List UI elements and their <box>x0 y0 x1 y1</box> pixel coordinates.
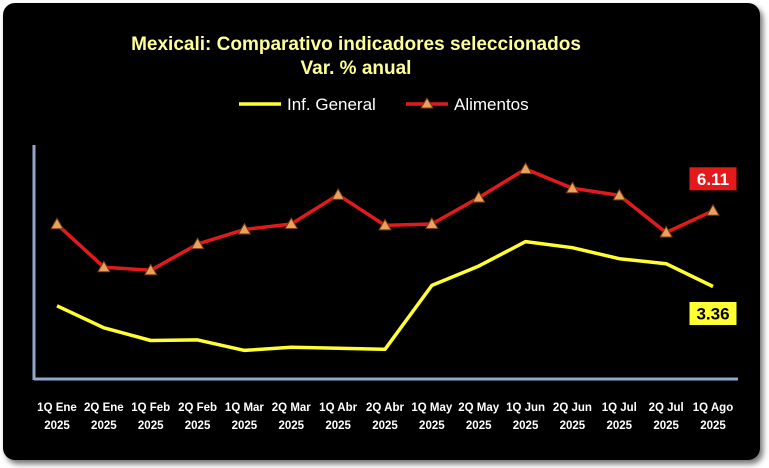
data-point-alimentos <box>659 225 674 238</box>
x-tick-label: 2Q Mar 2025 <box>272 402 312 432</box>
x-tick-label: 2Q Ene 2025 <box>84 402 124 432</box>
x-tick-line-1: 1Q Mar <box>225 402 265 414</box>
x-tick-label: 2Q Abr 2025 <box>366 402 404 432</box>
chart-subtitle: Var. % anual <box>301 58 412 79</box>
chart-frame: Mexicali: Comparativo indicadores selecc… <box>3 3 760 460</box>
series-layer <box>50 161 720 353</box>
series-line-inf-general <box>56 239 714 353</box>
x-tick-line-1: 1Q Feb <box>131 402 170 414</box>
legend: Inf. General Alimentos <box>239 95 529 114</box>
data-point-alimentos <box>50 217 64 230</box>
x-tick-label: 1Q Feb 2025 <box>131 402 170 432</box>
x-tick-line-1: 1Q Ago <box>693 402 733 414</box>
x-tick-line-2: 2025 <box>560 420 586 432</box>
x-tick-line-1: 2Q Feb <box>178 402 217 414</box>
x-tick-label: 1Q May 2025 <box>411 402 453 432</box>
callout-label-alimentos: 6.11 <box>697 170 729 189</box>
data-point-alimentos <box>96 260 111 273</box>
x-tick-line-2: 2025 <box>466 420 492 432</box>
legend-label-alimentos: Alimentos <box>454 95 529 114</box>
x-tick-label: 1Q Abr 2025 <box>319 402 357 432</box>
x-tick-line-2: 2025 <box>138 420 164 432</box>
x-tick-label: 1Q Jun 2025 <box>506 402 545 432</box>
x-tick-line-2: 2025 <box>44 420 70 432</box>
callout-box-inf-general <box>688 301 738 327</box>
x-tick-line-1: 2Q May <box>458 402 500 414</box>
x-tick-label: 2Q Jul 2025 <box>649 402 684 432</box>
data-point-alimentos <box>471 190 486 203</box>
callout-box-alimentos <box>688 166 738 192</box>
x-tick-line-1: 1Q Abr <box>319 402 357 414</box>
x-tick-line-1: 1Q Jun <box>506 402 545 414</box>
x-tick-line-2: 2025 <box>232 420 258 432</box>
x-tick-line-2: 2025 <box>419 420 445 432</box>
data-point-alimentos <box>143 263 158 276</box>
x-tick-line-2: 2025 <box>278 420 304 432</box>
data-point-alimentos <box>237 222 252 235</box>
x-tick-line-2: 2025 <box>372 420 398 432</box>
x-tick-label: 2Q May 2025 <box>458 402 500 432</box>
data-point-alimentos <box>331 187 346 200</box>
x-tick-labels: 1Q Ene 2025 2Q Ene 2025 1Q Feb 2025 2Q Feb 2025… <box>37 402 733 432</box>
legend-marker-alimentos <box>420 97 434 109</box>
x-tick-line-1: 2Q Jun <box>553 402 592 414</box>
data-point-alimentos <box>284 217 299 230</box>
data-point-alimentos <box>518 161 533 174</box>
x-tick-line-1: 2Q Mar <box>272 402 312 414</box>
data-point-alimentos <box>424 217 439 230</box>
x-tick-label: 1Q Ago 2025 <box>693 402 733 432</box>
x-tick-label: 2Q Jun 2025 <box>553 402 592 432</box>
data-point-alimentos <box>706 203 720 216</box>
data-point-alimentos <box>565 181 580 194</box>
data-point-alimentos <box>190 237 205 250</box>
chart-title: Mexicali: Comparativo indicadores selecc… <box>131 34 581 55</box>
data-point-alimentos <box>612 188 627 201</box>
x-tick-label: 1Q Ene 2025 <box>37 402 77 432</box>
data-point-alimentos <box>378 218 392 231</box>
x-tick-line-2: 2025 <box>91 420 117 432</box>
x-tick-line-2: 2025 <box>325 420 351 432</box>
x-tick-line-2: 2025 <box>700 420 726 432</box>
x-tick-line-1: 2Q Ene <box>84 402 124 414</box>
data-callouts: 6.11 3.36 <box>688 166 738 327</box>
x-tick-line-1: 1Q May <box>411 402 453 414</box>
chart-svg: Mexicali: Comparativo indicadores selecc… <box>32 34 738 432</box>
callout-label-inf-general: 3.36 <box>696 305 729 324</box>
x-tick-label: 1Q Jul 2025 <box>602 402 637 432</box>
x-tick-line-2: 2025 <box>185 420 211 432</box>
x-tick-line-2: 2025 <box>606 420 632 432</box>
x-tick-label: 2Q Feb 2025 <box>178 402 217 432</box>
x-tick-line-2: 2025 <box>513 420 539 432</box>
x-tick-line-1: 2Q Abr <box>366 402 404 414</box>
x-tick-label: 1Q Mar 2025 <box>225 402 265 432</box>
x-tick-line-1: 2Q Jul <box>649 402 684 414</box>
x-tick-line-2: 2025 <box>653 420 679 432</box>
legend-label-inf-general: Inf. General <box>287 95 376 114</box>
x-tick-line-1: 1Q Ene <box>37 402 77 414</box>
x-tick-line-1: 1Q Jul <box>602 402 637 414</box>
